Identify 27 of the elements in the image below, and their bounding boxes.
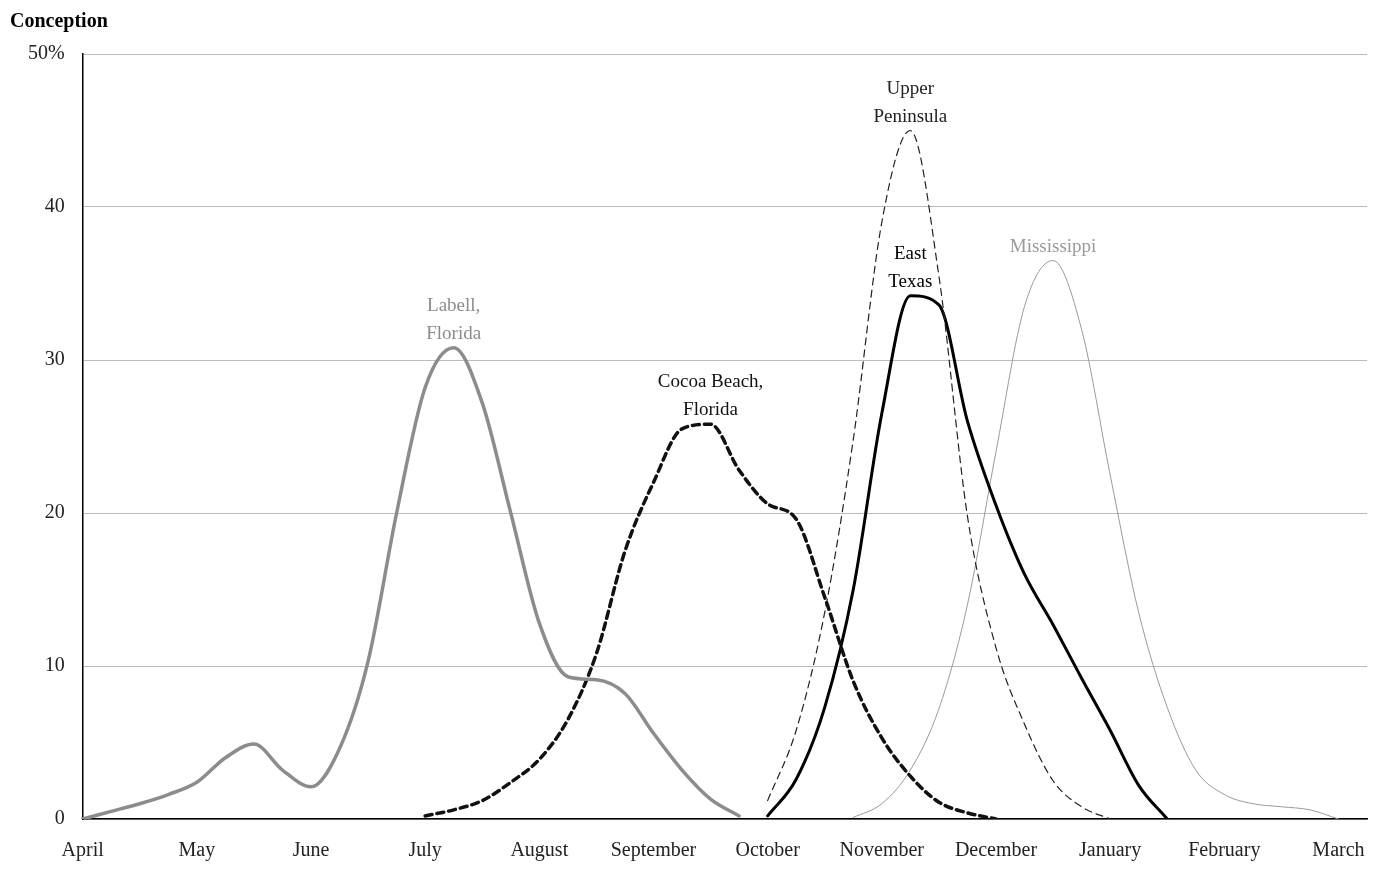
y-tick-label: 40 xyxy=(44,194,65,217)
line-series xyxy=(423,422,998,819)
y-tick-label: 50% xyxy=(27,41,65,64)
x-tick-label: July xyxy=(408,838,442,862)
x-tick-label: December xyxy=(954,838,1038,861)
x-tick-label: June xyxy=(292,838,330,861)
x-tick-label: March xyxy=(1312,838,1365,861)
series-label: Upper Peninsula xyxy=(873,76,948,126)
x-tick-label: May xyxy=(178,838,216,862)
series-label: East Texas xyxy=(888,241,933,291)
x-tick-label: April xyxy=(61,838,105,862)
y-axis-title: Conception xyxy=(10,9,108,33)
x-tick-label: October xyxy=(735,838,801,861)
x-tick-label: January xyxy=(1079,838,1142,862)
x-tick-label: September xyxy=(610,838,697,862)
y-tick-label: 30 xyxy=(44,347,65,370)
x-tick-label: November xyxy=(839,838,925,861)
x-tick-label: August xyxy=(510,838,569,862)
y-tick-label: 10 xyxy=(44,653,65,676)
series-label: Mississippi xyxy=(1009,234,1097,256)
line-series xyxy=(767,129,1111,819)
series-label: Cocoa Beach, Florida xyxy=(657,370,764,420)
y-tick-label: 20 xyxy=(44,500,65,523)
series-label: Labell, Florida xyxy=(426,293,482,343)
line-series xyxy=(852,260,1339,819)
x-tick-label: February xyxy=(1188,838,1261,862)
y-tick-label: 0 xyxy=(54,806,65,829)
